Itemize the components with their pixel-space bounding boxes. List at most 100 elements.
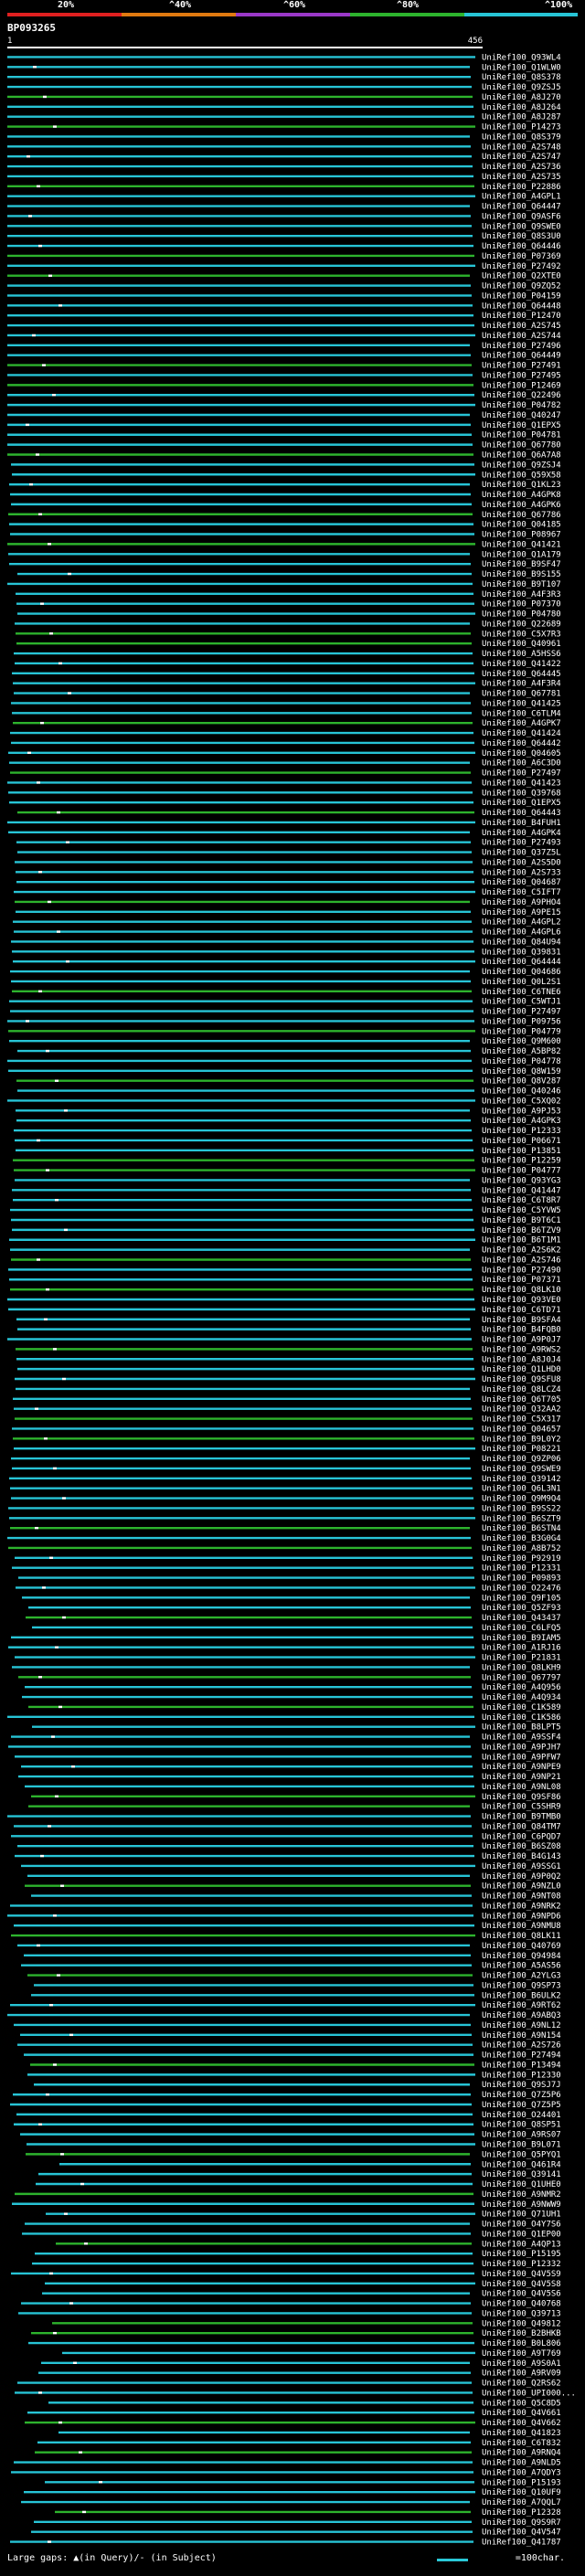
hit-label[interactable]: UniRef100_P07369: [482, 252, 561, 261]
hit-label[interactable]: UniRef100_B9IAM5: [482, 1634, 561, 1643]
hit-label[interactable]: UniRef100_A9PJ53: [482, 1107, 561, 1116]
hit-label[interactable]: UniRef100_Q84U94: [482, 938, 561, 947]
hit-label[interactable]: UniRef100_Q43437: [482, 1614, 561, 1623]
hit-label[interactable]: UniRef100_P04159: [482, 292, 561, 301]
hit-label[interactable]: UniRef100_Q9SWE9: [482, 1465, 561, 1474]
hit-label[interactable]: UniRef100_P13494: [482, 2061, 561, 2070]
hit-label[interactable]: UniRef100_Q8SP51: [482, 2121, 561, 2130]
hit-label[interactable]: UniRef100_A9NWW9: [482, 2200, 561, 2210]
hit-label[interactable]: UniRef100_P07370: [482, 600, 561, 610]
hit-label[interactable]: UniRef100_Q461R4: [482, 2160, 561, 2169]
hit-label[interactable]: UniRef100_Q9ZQ52: [482, 282, 561, 292]
hit-label[interactable]: UniRef100_A9NZL0: [482, 1882, 561, 1892]
hit-label[interactable]: UniRef100_A9NPD6: [482, 1912, 561, 1921]
hit-label[interactable]: UniRef100_P04777: [482, 1167, 561, 1176]
hit-label[interactable]: UniRef100_P09893: [482, 1574, 561, 1584]
hit-label[interactable]: UniRef100_B6ULK2: [482, 1991, 561, 2000]
hit-label[interactable]: UniRef100_B9L0Y2: [482, 1435, 561, 1444]
hit-label[interactable]: UniRef100_A2S745: [482, 322, 561, 331]
hit-label[interactable]: UniRef100_Q93WL4: [482, 53, 561, 62]
hit-label[interactable]: UniRef100_Q41422: [482, 660, 561, 669]
hit-label[interactable]: UniRef100_Q1EP00: [482, 2230, 561, 2239]
hit-label[interactable]: UniRef100_Q4V547: [482, 2528, 561, 2538]
hit-label[interactable]: UniRef100_B9SF47: [482, 560, 561, 569]
hit-label[interactable]: UniRef100_A4GPL6: [482, 928, 561, 938]
hit-label[interactable]: UniRef100_Q64446: [482, 242, 561, 251]
hit-label[interactable]: UniRef100_B6TZV9: [482, 1226, 561, 1235]
hit-label[interactable]: UniRef100_P04779: [482, 1027, 561, 1036]
hit-label[interactable]: UniRef100_Q22496: [482, 391, 561, 400]
hit-label[interactable]: UniRef100_Q41787: [482, 2539, 561, 2547]
hit-label[interactable]: UniRef100_B9SFA4: [482, 1316, 561, 1325]
hit-label[interactable]: UniRef100_A9PE15: [482, 908, 561, 917]
hit-label[interactable]: UniRef100_Q71UH1: [482, 2210, 561, 2220]
hit-label[interactable]: UniRef100_A9T769: [482, 2349, 561, 2359]
hit-label[interactable]: UniRef100_A2S746: [482, 1256, 561, 1265]
hit-label[interactable]: UniRef100_Q64444: [482, 958, 561, 967]
hit-label[interactable]: UniRef100_A9NT08: [482, 1892, 561, 1902]
hit-label[interactable]: UniRef100_P27490: [482, 1266, 561, 1275]
hit-label[interactable]: UniRef100_C5YVW5: [482, 1206, 561, 1215]
hit-label[interactable]: UniRef100_A5AS56: [482, 1962, 561, 1971]
hit-label[interactable]: UniRef100_C1K589: [482, 1703, 561, 1712]
hit-label[interactable]: UniRef100_A9NMR2: [482, 2190, 561, 2200]
hit-label[interactable]: UniRef100_A9ABQ3: [482, 2011, 561, 2020]
hit-label[interactable]: UniRef100_Q1EPX5: [482, 421, 561, 430]
hit-label[interactable]: UniRef100_A4GPK7: [482, 719, 561, 728]
hit-label[interactable]: UniRef100_Q8S379: [482, 133, 561, 142]
hit-label[interactable]: UniRef100_P27495: [482, 371, 561, 380]
hit-label[interactable]: UniRef100_B9SS22: [482, 1504, 561, 1513]
hit-label[interactable]: UniRef100_A2S735: [482, 173, 561, 182]
hit-label[interactable]: UniRef100_A2S5D0: [482, 858, 561, 867]
hit-label[interactable]: UniRef100_Q64443: [482, 809, 561, 818]
hit-label[interactable]: UniRef100_A2S744: [482, 332, 561, 341]
hit-label[interactable]: UniRef100_A9RT62: [482, 2001, 561, 2010]
hit-label[interactable]: UniRef100_P06671: [482, 1137, 561, 1146]
hit-label[interactable]: UniRef100_Q9S9R7: [482, 2518, 561, 2528]
hit-label[interactable]: UniRef100_Q9M9Q4: [482, 1495, 561, 1504]
hit-label[interactable]: UniRef100_A9N154: [482, 2031, 561, 2041]
hit-label[interactable]: UniRef100_A9PFW7: [482, 1753, 561, 1762]
hit-label[interactable]: UniRef100_P12331: [482, 1564, 561, 1574]
hit-label[interactable]: UniRef100_A8J287: [482, 113, 561, 122]
hit-label[interactable]: UniRef100_C1K586: [482, 1713, 561, 1723]
hit-label[interactable]: UniRef100_B6SZ08: [482, 1842, 561, 1851]
hit-label[interactable]: UniRef100_Q1A179: [482, 550, 561, 559]
hit-label[interactable]: UniRef100_Q41425: [482, 699, 561, 708]
hit-label[interactable]: UniRef100_P21831: [482, 1654, 561, 1663]
hit-label[interactable]: UniRef100_A4F3R3: [482, 590, 561, 599]
hit-label[interactable]: UniRef100_C6T8R7: [482, 1196, 561, 1205]
hit-label[interactable]: UniRef100_P27492: [482, 262, 561, 271]
hit-label[interactable]: UniRef100_A9NRK2: [482, 1902, 561, 1911]
hit-label[interactable]: UniRef100_Q2XTE0: [482, 272, 561, 281]
hit-label[interactable]: UniRef100_A4F3R4: [482, 680, 561, 689]
hit-label[interactable]: UniRef100_Q40246: [482, 1087, 561, 1097]
hit-label[interactable]: UniRef100_Q9SP73: [482, 1981, 561, 1990]
hit-label[interactable]: UniRef100_B4FQB0: [482, 1326, 561, 1335]
hit-label[interactable]: UniRef100_A9RV09: [482, 2369, 561, 2379]
hit-label[interactable]: UniRef100_P15193: [482, 2478, 561, 2487]
hit-label[interactable]: UniRef100_Q22689: [482, 620, 561, 629]
hit-label[interactable]: UniRef100_Q41823: [482, 2429, 561, 2438]
hit-label[interactable]: UniRef100_Q1LHD0: [482, 1365, 561, 1374]
hit-label[interactable]: UniRef100_Q04687: [482, 878, 561, 887]
hit-label[interactable]: UniRef100_A8J264: [482, 103, 561, 112]
hit-label[interactable]: UniRef100_C5SHR9: [482, 1803, 561, 1812]
hit-label[interactable]: UniRef100_A4GPL1: [482, 193, 561, 202]
hit-label[interactable]: UniRef100_Q4V661: [482, 2409, 561, 2418]
hit-label[interactable]: UniRef100_A8J0J4: [482, 1355, 561, 1364]
hit-label[interactable]: UniRef100_C5X7R3: [482, 630, 561, 639]
hit-label[interactable]: UniRef100_B2BHKB: [482, 2329, 561, 2338]
hit-label[interactable]: UniRef100_Q4V5S6: [482, 2290, 561, 2299]
hit-label[interactable]: UniRef100_Q9F105: [482, 1594, 561, 1603]
hit-label[interactable]: UniRef100_P07371: [482, 1276, 561, 1285]
hit-label[interactable]: UniRef100_Q59X58: [482, 471, 561, 480]
hit-label[interactable]: UniRef100_P27497: [482, 1008, 561, 1017]
hit-label[interactable]: UniRef100_Q67797: [482, 1673, 561, 1682]
hit-label[interactable]: UniRef100_Q40247: [482, 411, 561, 420]
hit-label[interactable]: UniRef100_Q41421: [482, 540, 561, 549]
hit-label[interactable]: UniRef100_Q64449: [482, 352, 561, 361]
hit-label[interactable]: UniRef100_P04782: [482, 401, 561, 410]
hit-label[interactable]: UniRef100_Q8LCZ4: [482, 1385, 561, 1394]
hit-label[interactable]: UniRef100_B6SZT9: [482, 1514, 561, 1523]
